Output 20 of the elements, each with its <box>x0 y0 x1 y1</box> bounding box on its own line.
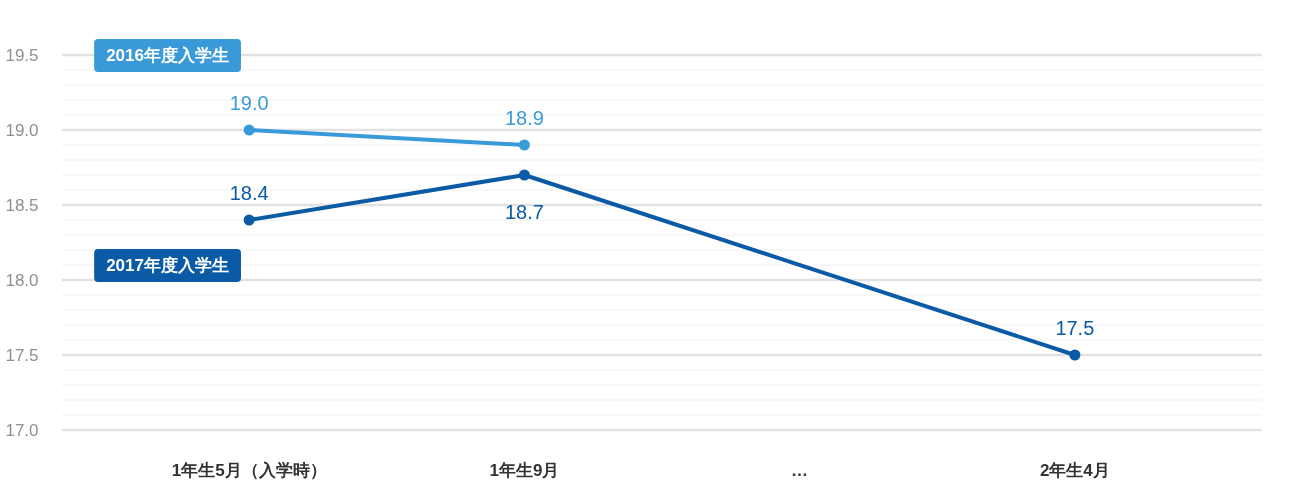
point <box>243 214 255 226</box>
y-tick-label: 18.5 <box>5 196 39 215</box>
point <box>243 124 255 136</box>
data-label: 17.5 <box>1055 317 1095 339</box>
data-label: 18.4 <box>229 182 269 204</box>
point <box>518 169 530 181</box>
data-label: 18.7 <box>504 201 544 223</box>
point <box>518 139 530 151</box>
y-tick-label: 19.0 <box>5 121 39 140</box>
x-tick-label: … <box>791 461 809 480</box>
point <box>1069 349 1081 361</box>
y-tick-label: 19.5 <box>5 46 39 65</box>
x-tick-label: 1年生9月 <box>489 461 560 480</box>
data-label: 18.9 <box>504 107 544 129</box>
y-tick-label: 18.0 <box>5 271 39 290</box>
x-tick-label: 1年生5月（入学時） <box>171 461 327 480</box>
data-label: 19.0 <box>229 92 269 114</box>
y-tick-label: 17.0 <box>5 421 39 440</box>
x-tick-label: 2年生4月 <box>1039 461 1110 480</box>
y-tick-label: 17.5 <box>5 346 39 365</box>
